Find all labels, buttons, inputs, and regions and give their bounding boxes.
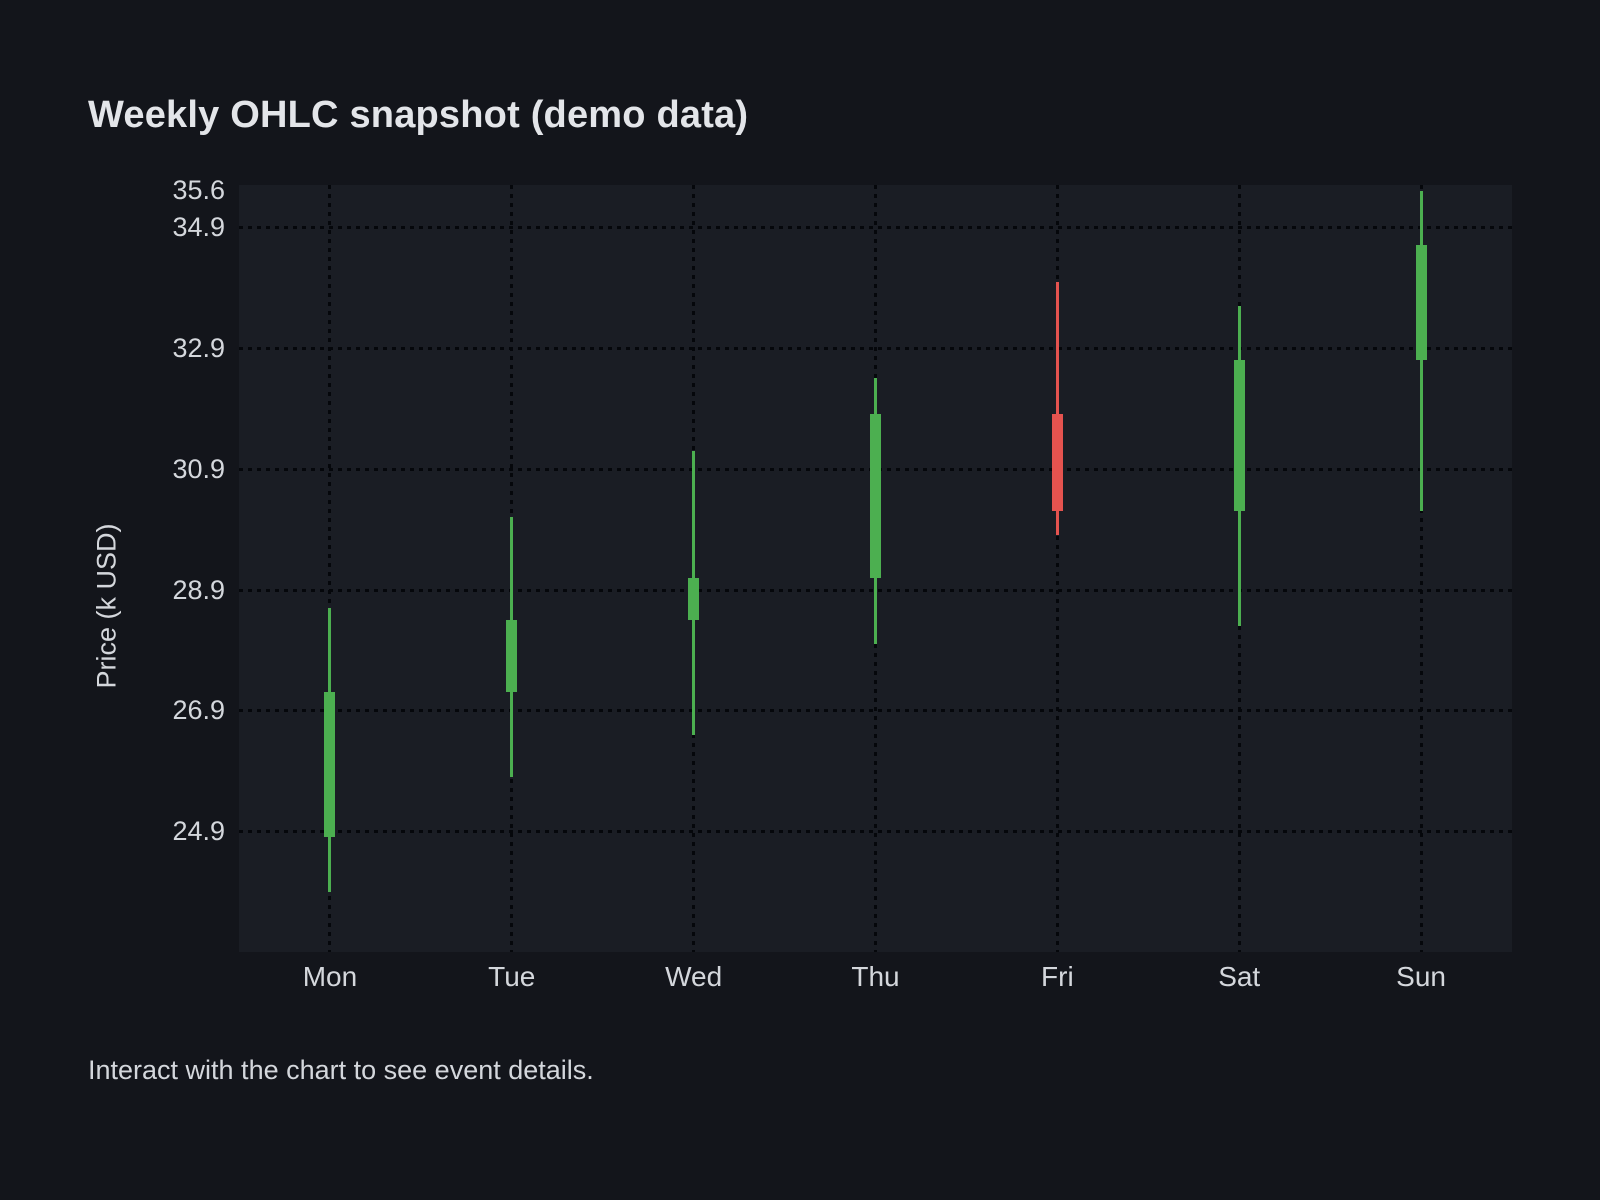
- footer-note: Interact with the chart to see event det…: [88, 1055, 594, 1085]
- y-axis-title: Price (k USD): [91, 523, 122, 689]
- candle-body: [506, 619, 518, 693]
- y-tick-label: 30.9: [172, 453, 225, 484]
- x-tick-label: Sun: [1396, 961, 1446, 992]
- candle-body: [1415, 245, 1427, 361]
- x-tick-label: Fri: [1041, 961, 1074, 992]
- x-tick-label: Sat: [1218, 961, 1261, 992]
- v-gridline: [1055, 185, 1059, 952]
- candle-body: [1233, 360, 1245, 512]
- x-tick-label: Wed: [665, 961, 723, 992]
- v-gridline: [328, 185, 332, 952]
- candle-body: [1051, 414, 1063, 512]
- y-tick-label: 26.9: [172, 695, 225, 726]
- candle-wick: [1055, 281, 1059, 536]
- y-tick-label: 28.9: [172, 574, 225, 605]
- y-tick-label: 34.9: [172, 212, 225, 243]
- x-tick-label: Mon: [302, 961, 358, 992]
- y-tick-label: 24.9: [172, 816, 225, 847]
- chart-plot-area[interactable]: [239, 185, 1512, 952]
- page-title: Weekly OHLC snapshot (demo data): [88, 94, 749, 136]
- x-tick-label: Thu: [851, 961, 900, 992]
- y-tick-label: 35.6: [172, 175, 225, 205]
- candle-body: [688, 577, 700, 620]
- candle-body: [870, 414, 881, 578]
- y-tick-label: 32.9: [172, 333, 225, 364]
- x-tick-label: Tue: [488, 961, 536, 992]
- v-gridline: [1419, 185, 1423, 952]
- candle-body: [324, 692, 336, 838]
